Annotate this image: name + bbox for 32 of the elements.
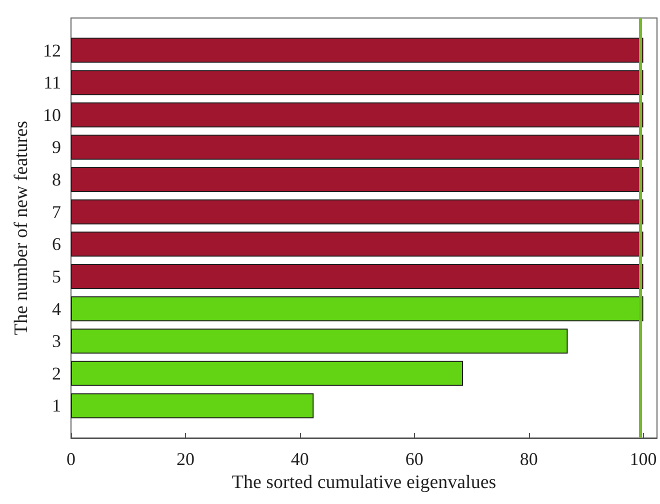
x-tick-label: 100	[630, 449, 657, 469]
x-tick-label: 0	[66, 449, 76, 469]
y-tick-label: 3	[52, 331, 61, 352]
y-tick-label: 6	[52, 234, 61, 254]
bar	[71, 199, 644, 224]
y-tick-label: 8	[52, 170, 61, 190]
bar	[71, 360, 463, 386]
y-tick-label: 11	[44, 72, 61, 93]
x-tick-label: 20	[176, 449, 194, 469]
y-tick-label: 5	[52, 266, 61, 286]
y-tick-label: 2	[52, 363, 61, 384]
x-tick-label: 60	[405, 449, 424, 469]
bar	[71, 167, 644, 192]
bar	[71, 296, 644, 322]
bar	[71, 38, 644, 63]
x-axis-title: The sorted cumulative eigenvalues	[232, 472, 496, 493]
bar	[71, 102, 644, 128]
bar	[71, 232, 644, 257]
y-tick-label: 4	[52, 298, 61, 319]
y-tick-label: 10	[43, 104, 61, 125]
bar	[71, 134, 644, 160]
y-tick-label: 12	[43, 40, 61, 60]
y-axis-title: The number of new features	[11, 120, 32, 336]
bar	[71, 264, 644, 289]
x-tick-label: 40	[290, 449, 309, 469]
y-tick-label: 9	[52, 137, 61, 158]
y-tick-label: 1	[52, 396, 61, 416]
bar	[71, 70, 644, 96]
y-tick-label: 7	[52, 202, 61, 222]
bar	[71, 328, 568, 354]
x-tick-label: 80	[520, 449, 538, 469]
bar	[71, 393, 314, 418]
